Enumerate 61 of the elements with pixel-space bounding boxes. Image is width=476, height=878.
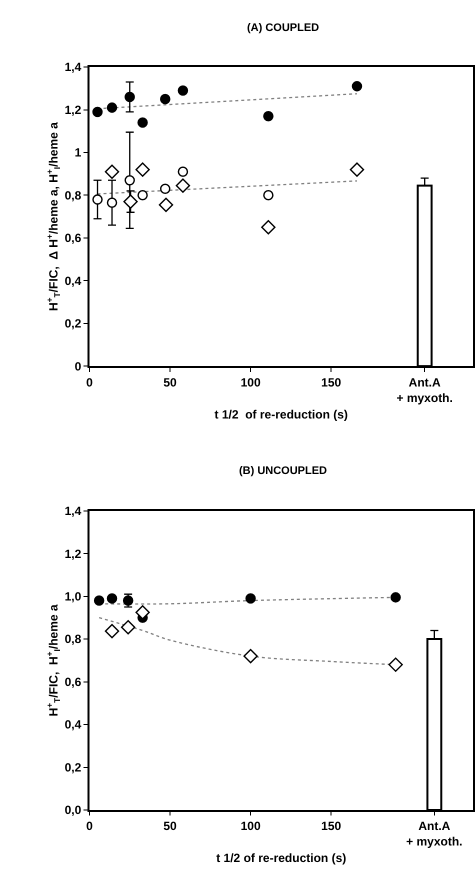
x-tick-label: 0 <box>86 819 94 834</box>
y-tick-label: 1,2 <box>64 546 82 561</box>
point <box>261 220 276 234</box>
y-tick-label: 0,2 <box>64 760 82 774</box>
y-tick-label: 1,0 <box>64 590 82 604</box>
point <box>106 198 118 208</box>
point <box>106 593 118 604</box>
point <box>104 164 120 179</box>
x-tick-label: Ant.A + myxoth. <box>396 375 453 405</box>
point <box>123 194 138 209</box>
y-tick-label: 0,4 <box>64 718 82 732</box>
y-tick-label: 0,0 <box>64 803 82 818</box>
point <box>263 190 274 200</box>
x-tick-label: 100 <box>240 819 261 834</box>
point <box>137 190 148 200</box>
chart-title: (B) UNCOUPLED <box>239 465 328 477</box>
y-tick-label: 0,8 <box>64 632 82 646</box>
point <box>178 166 188 177</box>
point <box>388 657 403 672</box>
chart-title: (A) COUPLED <box>247 22 320 34</box>
point <box>178 85 188 96</box>
point <box>160 94 170 104</box>
point <box>135 162 150 177</box>
point <box>104 624 120 638</box>
y-tick-label: 0,2 <box>64 316 82 331</box>
point <box>124 92 135 102</box>
point <box>350 162 364 177</box>
x-axis-title: t 1/2 of re-reduction (s) <box>214 407 348 422</box>
x-tick-label: 50 <box>163 819 178 834</box>
x-tick-label: 0 <box>86 375 94 390</box>
point <box>124 175 135 186</box>
point <box>243 648 258 664</box>
point <box>120 620 136 634</box>
point <box>160 184 170 194</box>
y-tick-label: 1 <box>74 146 82 160</box>
x-tick-label: Ant.A + myxoth. <box>406 819 463 849</box>
y-tick-label: 1,2 <box>64 102 82 117</box>
point <box>106 102 118 113</box>
x-tick-label: 150 <box>321 375 342 390</box>
y-tick-label: 1,4 <box>64 504 82 518</box>
point <box>390 592 401 603</box>
y-tick-label: 0,6 <box>64 231 82 246</box>
y-tick-label: 0,6 <box>64 674 82 689</box>
point <box>352 81 362 92</box>
x-tick-label: 50 <box>163 375 178 390</box>
x-tick-label: 100 <box>240 375 261 390</box>
point <box>245 593 256 604</box>
y-tick-label: 1,4 <box>64 60 82 74</box>
point <box>158 198 174 212</box>
point <box>94 595 104 606</box>
y-tick-label: 0,4 <box>64 274 82 288</box>
point <box>137 117 148 128</box>
point <box>92 106 103 118</box>
x-axis-title: t 1/2 of re-reduction (s) <box>216 851 346 866</box>
x-tick-label: 150 <box>321 819 342 834</box>
point <box>135 605 150 620</box>
y-tick-label: 0,8 <box>64 188 82 202</box>
point <box>92 194 103 205</box>
y-tick-label: 0 <box>74 359 82 374</box>
point <box>263 110 274 122</box>
point <box>176 178 190 193</box>
